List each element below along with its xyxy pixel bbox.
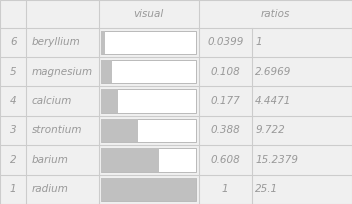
Text: 1: 1	[222, 184, 228, 194]
Text: strontium: strontium	[32, 125, 82, 135]
Bar	[101, 89, 196, 113]
Text: 2: 2	[10, 155, 17, 165]
Bar	[101, 89, 118, 113]
Text: 5: 5	[10, 67, 17, 77]
Text: 25.1: 25.1	[255, 184, 278, 194]
Text: magnesium: magnesium	[32, 67, 93, 77]
Bar	[101, 148, 159, 172]
Text: calcium: calcium	[32, 96, 72, 106]
Bar	[101, 148, 196, 172]
Text: beryllium: beryllium	[32, 37, 80, 47]
Text: 9.722: 9.722	[255, 125, 285, 135]
Text: 4: 4	[10, 96, 17, 106]
Text: visual: visual	[134, 9, 164, 19]
Text: 2.6969: 2.6969	[255, 67, 291, 77]
Text: 1: 1	[10, 184, 17, 194]
Text: 6: 6	[10, 37, 17, 47]
Text: 15.2379: 15.2379	[255, 155, 298, 165]
Text: 0.388: 0.388	[210, 125, 240, 135]
Text: barium: barium	[32, 155, 69, 165]
Text: 0.108: 0.108	[210, 67, 240, 77]
Bar	[101, 119, 196, 142]
Text: 0.177: 0.177	[210, 96, 240, 106]
Bar	[101, 178, 196, 201]
Bar	[101, 119, 138, 142]
Text: 1: 1	[255, 37, 262, 47]
Text: radium: radium	[32, 184, 69, 194]
Text: 0.0399: 0.0399	[207, 37, 244, 47]
Text: 4.4471: 4.4471	[255, 96, 291, 106]
Bar	[101, 178, 196, 201]
Text: 3: 3	[10, 125, 17, 135]
Text: 0.608: 0.608	[210, 155, 240, 165]
Bar	[101, 60, 112, 83]
Bar	[101, 60, 196, 83]
Bar	[101, 31, 105, 54]
Bar	[101, 31, 196, 54]
Text: ratios: ratios	[261, 9, 290, 19]
